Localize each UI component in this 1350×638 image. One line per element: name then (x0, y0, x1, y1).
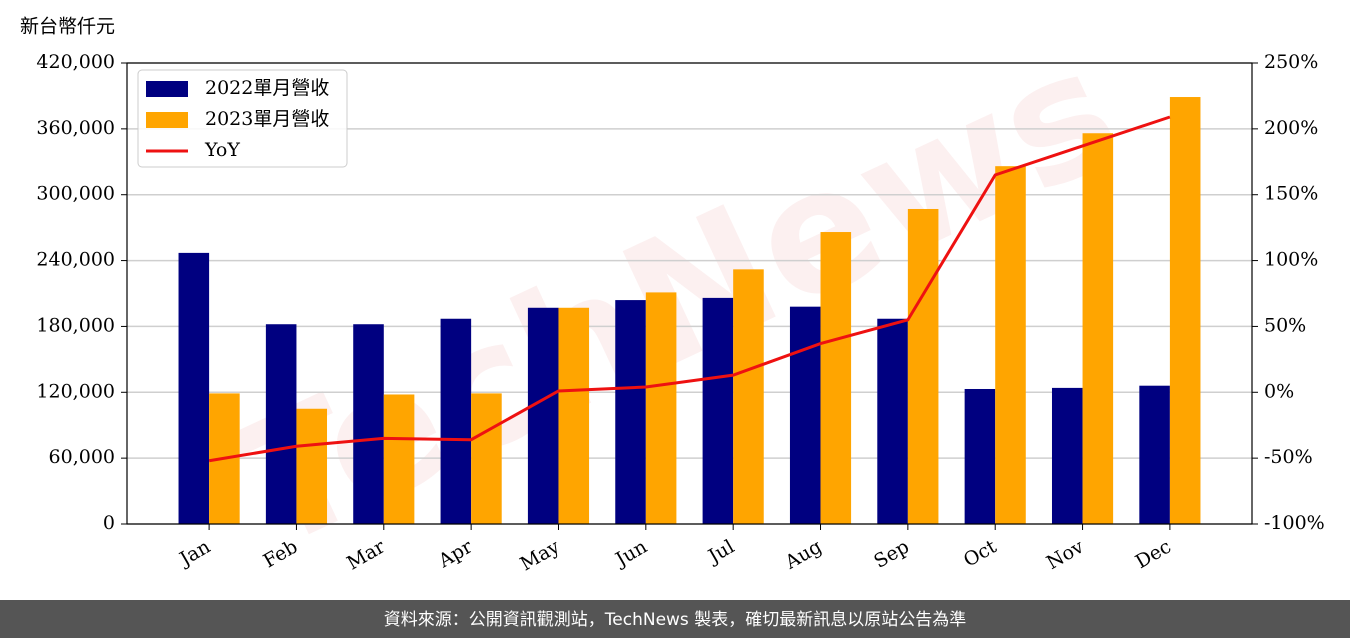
y-tick-label: 60,000 (49, 446, 115, 468)
bar (527, 307, 559, 524)
x-tick-label: Jul (703, 536, 738, 569)
bar (733, 269, 764, 524)
legend-swatch (146, 112, 188, 128)
y-tick-label: 0 (103, 512, 115, 534)
bar (1169, 97, 1201, 525)
bar (440, 318, 472, 524)
y2-tick-label: 200% (1264, 117, 1318, 139)
y2-tick-label: 0% (1264, 380, 1294, 402)
legend-swatch (146, 81, 188, 97)
bar (877, 318, 908, 524)
y2-tick-label: -50% (1264, 446, 1313, 468)
bar (265, 324, 297, 524)
x-tick-label: Sep (870, 536, 913, 573)
bar (702, 297, 734, 524)
line (208, 115, 1171, 463)
bar (1051, 387, 1083, 524)
bar (615, 300, 646, 524)
y2-tick-label: -100% (1264, 512, 1325, 534)
bar (789, 306, 821, 524)
bar (1139, 385, 1170, 524)
y-tick-label: 360,000 (36, 117, 115, 139)
bar (558, 307, 590, 524)
legend: 2022單月營收 2023單月營收 YoY (137, 69, 348, 168)
bar (178, 252, 210, 524)
y-tick-label: 180,000 (36, 314, 115, 336)
x-tick-label: Nov (1043, 535, 1088, 574)
legend-label: 2023單月營收 (205, 108, 329, 130)
bar (353, 324, 384, 524)
bar (1082, 133, 1114, 524)
x-tick-label: Jun (610, 536, 651, 572)
footer-bar (0, 600, 1350, 638)
y2-tick-label: 250% (1264, 51, 1318, 73)
bar (645, 292, 677, 524)
bar (820, 232, 852, 525)
x-tick-label: Aug (781, 536, 826, 575)
x-tick-label: Dec (1132, 536, 1175, 574)
y2-tick-label: 100% (1264, 249, 1318, 271)
bar (907, 208, 939, 524)
legend-label: YoY (204, 139, 240, 161)
x-tick-label: Apr (434, 535, 477, 572)
y-tick-label: 120,000 (36, 380, 115, 402)
legend-label: 2022單月營收 (205, 77, 329, 99)
bar (964, 388, 996, 524)
y2-tick-label: 50% (1264, 314, 1306, 336)
plot-frame (126, 62, 1253, 525)
y-axis-label: 新台幣仟元 (20, 16, 115, 38)
y-tick-label: 240,000 (36, 249, 115, 271)
y-tick-label: 420,000 (36, 51, 115, 73)
x-tick-label: Oct (960, 535, 1001, 571)
y-tick-label: 300,000 (36, 183, 115, 205)
bar (383, 394, 415, 524)
bar (471, 393, 502, 524)
bar (995, 166, 1026, 524)
footer: 資料來源：公開資訊觀測站，TechNews 製表，確切最新訊息以原站公告為準 (384, 610, 966, 630)
x-tick-label: May (517, 535, 564, 575)
legend-box (137, 69, 348, 168)
bar (296, 408, 328, 524)
x-tick-label: Jan (174, 536, 214, 572)
y2-tick-label: 150% (1264, 183, 1318, 205)
